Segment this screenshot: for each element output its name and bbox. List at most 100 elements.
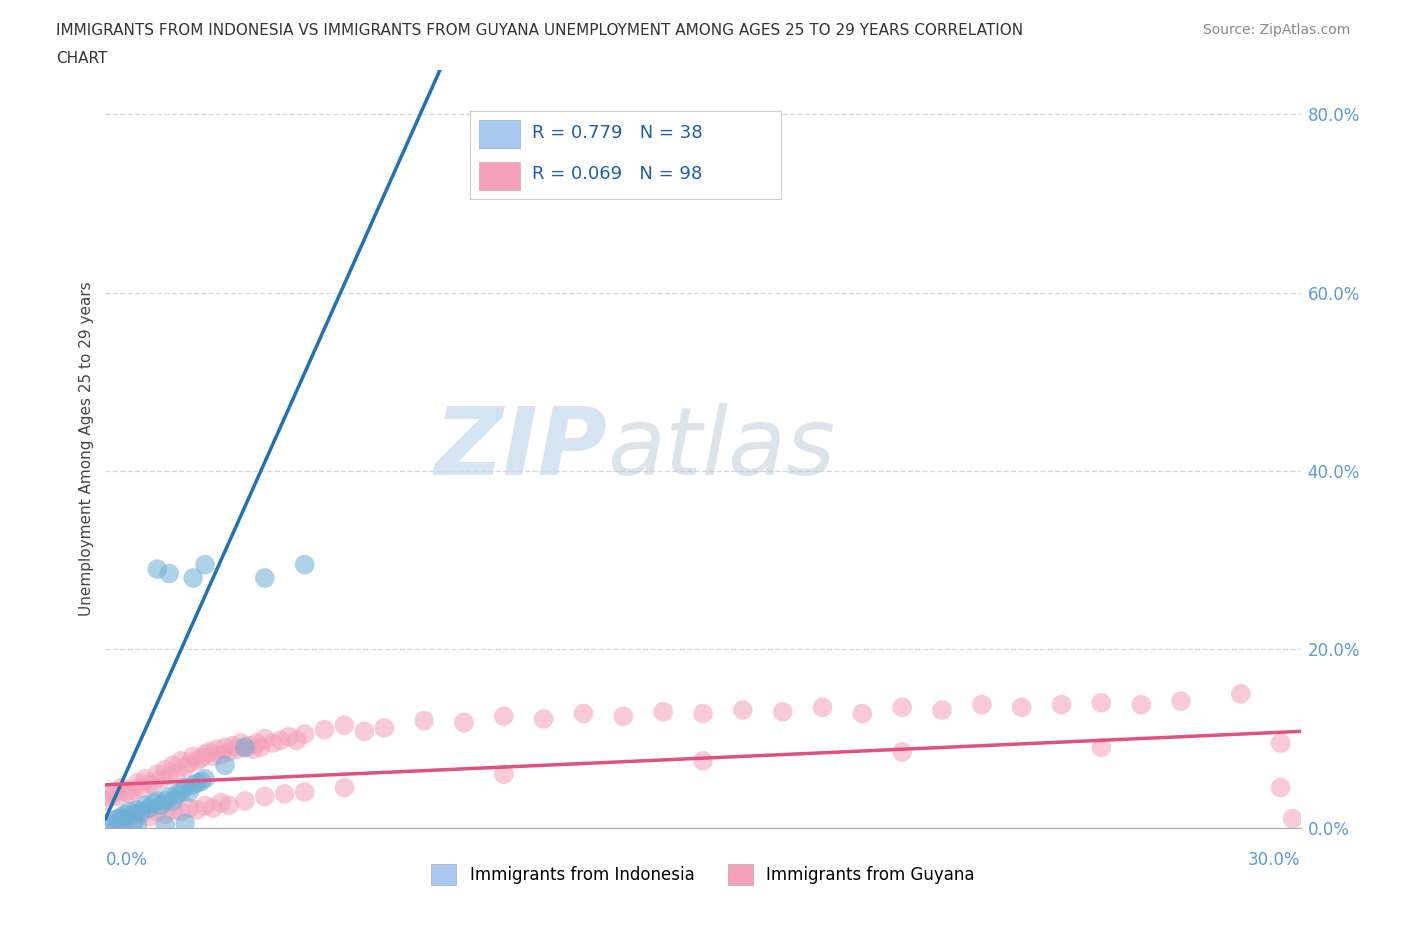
Point <box>107 816 129 830</box>
Point <box>166 787 188 802</box>
Point <box>153 793 177 808</box>
Point <box>253 731 276 746</box>
Point <box>1011 700 1033 715</box>
Point <box>129 780 153 795</box>
Point <box>246 736 269 751</box>
Point <box>194 557 217 572</box>
Point <box>612 709 634 724</box>
Point <box>186 753 208 768</box>
Text: Source: ZipAtlas.com: Source: ZipAtlas.com <box>1202 23 1350 37</box>
Point <box>118 787 141 802</box>
Point <box>122 783 145 798</box>
Point <box>250 740 273 755</box>
Point <box>162 758 184 773</box>
Point <box>222 738 245 753</box>
Point <box>253 789 276 804</box>
Point <box>772 704 794 719</box>
Point <box>492 766 515 781</box>
Point <box>533 711 555 726</box>
Point <box>214 740 236 755</box>
Point <box>153 763 177 777</box>
Point <box>294 557 316 572</box>
Point <box>194 747 217 762</box>
Point <box>314 723 336 737</box>
Point <box>731 702 754 717</box>
Point <box>1281 811 1303 826</box>
Point <box>118 804 141 819</box>
Point <box>142 795 165 810</box>
Point <box>138 776 160 790</box>
Point <box>373 721 395 736</box>
Point <box>209 795 232 810</box>
Point <box>198 744 221 759</box>
Point <box>134 771 156 786</box>
Point <box>209 747 232 762</box>
Point <box>242 742 264 757</box>
Point <box>129 807 153 822</box>
Point <box>170 753 193 768</box>
Point <box>811 700 834 715</box>
Point <box>114 785 136 800</box>
Point <box>122 816 145 830</box>
Point <box>891 700 914 715</box>
Point <box>177 801 201 816</box>
Point <box>103 785 125 800</box>
Point <box>122 813 145 828</box>
Text: atlas: atlas <box>607 404 835 494</box>
Legend: Immigrants from Indonesia, Immigrants from Guyana: Immigrants from Indonesia, Immigrants fr… <box>425 857 981 891</box>
Point <box>270 733 292 748</box>
Point <box>353 724 375 738</box>
Point <box>229 736 252 751</box>
Point <box>174 780 197 795</box>
Point <box>194 771 217 786</box>
Y-axis label: Unemployment Among Ages 25 to 29 years: Unemployment Among Ages 25 to 29 years <box>79 282 94 616</box>
Point <box>253 571 276 586</box>
Point <box>153 807 177 822</box>
Point <box>652 704 675 719</box>
Point <box>205 742 228 757</box>
Point <box>572 706 595 721</box>
Point <box>157 789 180 804</box>
Point <box>129 804 153 819</box>
Point <box>1229 686 1251 701</box>
Point <box>492 709 515 724</box>
Point <box>177 756 201 771</box>
Point <box>146 804 169 819</box>
Point <box>1170 694 1192 709</box>
Point <box>107 789 129 804</box>
Point <box>166 765 188 780</box>
Point <box>1270 780 1292 795</box>
Point <box>214 758 236 773</box>
Point <box>110 780 132 795</box>
Point <box>146 793 169 808</box>
Point <box>142 777 165 792</box>
Point <box>107 811 129 826</box>
Point <box>1270 736 1292 751</box>
Point <box>294 785 316 800</box>
Point <box>181 571 204 586</box>
Point <box>177 785 201 800</box>
Point <box>190 751 212 765</box>
Point <box>273 787 295 802</box>
Point <box>1050 698 1073 712</box>
Point <box>202 749 225 764</box>
Text: 30.0%: 30.0% <box>1249 851 1301 869</box>
Point <box>453 715 475 730</box>
Point <box>150 771 173 786</box>
Text: ZIP: ZIP <box>434 403 607 495</box>
Point <box>413 713 436 728</box>
Point <box>931 702 953 717</box>
Point <box>153 817 177 832</box>
Text: 0.0%: 0.0% <box>105 851 148 869</box>
Point <box>262 736 284 751</box>
Point <box>225 742 249 757</box>
Point <box>190 774 212 789</box>
Point <box>170 785 193 800</box>
Point <box>333 718 356 733</box>
Point <box>174 816 197 830</box>
Point <box>94 816 117 830</box>
Point <box>150 798 173 813</box>
Point <box>98 789 121 804</box>
Point <box>127 803 149 817</box>
Point <box>114 811 136 826</box>
